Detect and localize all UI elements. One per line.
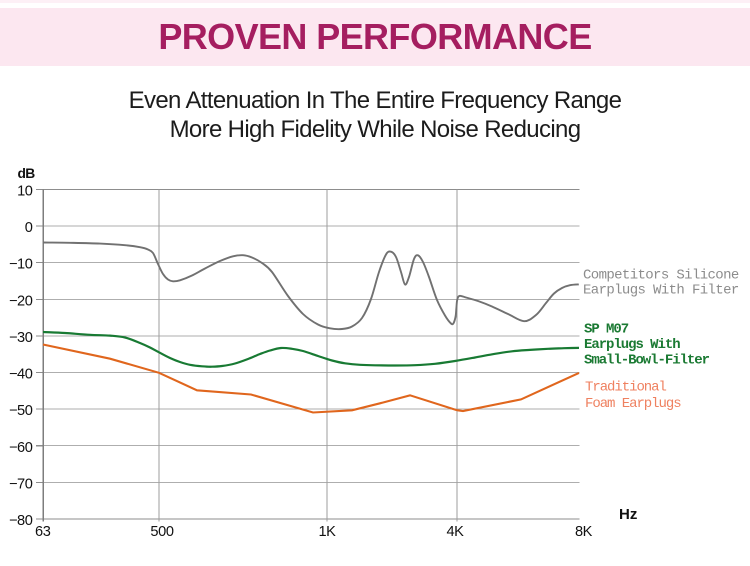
svg-text:Foam Earplugs: Foam Earplugs (585, 396, 681, 412)
svg-text:Competitors Silicone: Competitors Silicone (583, 267, 739, 283)
svg-text:Earplugs With: Earplugs With (584, 337, 680, 353)
svg-text:−30: −30 (9, 330, 33, 346)
svg-text:0: 0 (25, 220, 33, 236)
svg-text:Earplugs With Filter: Earplugs With Filter (583, 283, 739, 299)
svg-text:10: 10 (17, 184, 33, 200)
svg-text:−20: −20 (9, 293, 33, 309)
svg-text:−60: −60 (9, 440, 33, 456)
svg-text:8K: 8K (575, 524, 593, 540)
svg-text:Traditional: Traditional (585, 380, 667, 396)
svg-text:−10: −10 (9, 257, 33, 273)
svg-text:4K: 4K (446, 524, 464, 540)
svg-text:dB: dB (18, 166, 36, 181)
svg-text:Hz: Hz (619, 506, 637, 523)
svg-text:−50: −50 (9, 403, 33, 419)
svg-text:SP M07: SP M07 (584, 321, 629, 337)
svg-text:1K: 1K (318, 524, 336, 540)
svg-text:Small-Bowl-Filter: Small-Bowl-Filter (584, 353, 710, 369)
svg-text:63: 63 (35, 524, 51, 540)
svg-text:−80: −80 (9, 513, 33, 529)
svg-text:500: 500 (150, 524, 173, 540)
svg-text:−40: −40 (9, 367, 33, 383)
svg-text:−70: −70 (9, 477, 33, 493)
